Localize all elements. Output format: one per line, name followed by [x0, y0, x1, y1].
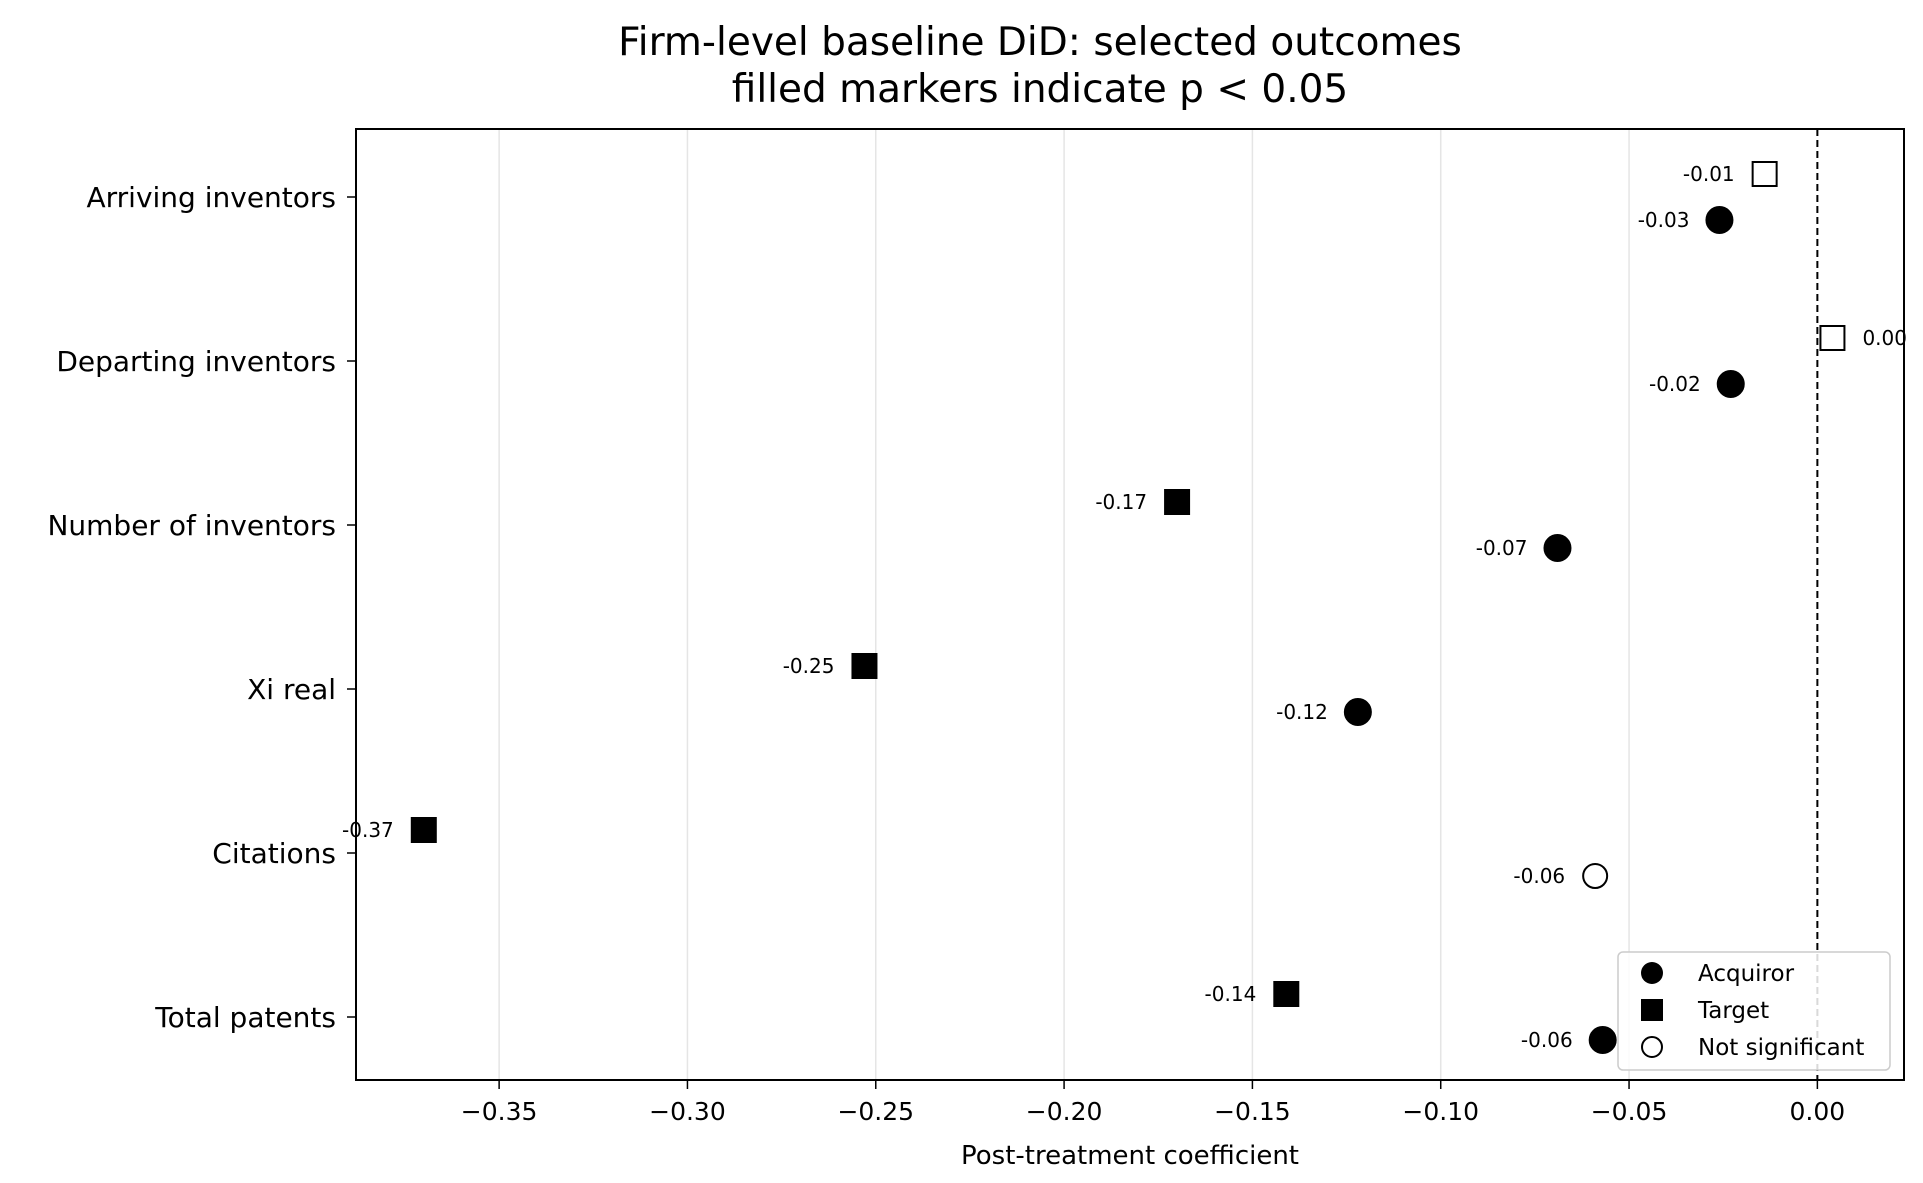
legend-square-icon	[1641, 999, 1663, 1021]
legend-circle-icon	[1641, 962, 1663, 984]
legend-frame	[1617, 951, 1891, 1071]
y-tick-label: Number of inventors	[47, 509, 336, 542]
target-marker-citations	[410, 817, 437, 843]
data-label: -0.14	[1205, 982, 1257, 1006]
data-label: -0.25	[783, 654, 835, 678]
data-label: -0.17	[1095, 490, 1147, 514]
legend-open-circle-icon	[1641, 1036, 1663, 1058]
data-label: -0.02	[1649, 372, 1701, 396]
legend-entry: Target	[1697, 998, 1769, 1024]
data-label: -0.03	[1638, 208, 1690, 232]
legend: Acquiror Target Not significant	[1617, 951, 1891, 1071]
acquiror-marker-total-patents	[1588, 1026, 1617, 1054]
acquiror-marker-citations	[1582, 863, 1609, 889]
x-tick-label: −0.20	[1026, 1097, 1103, 1126]
y-tick-label: Arriving inventors	[86, 181, 336, 214]
data-label: -0.37	[342, 818, 394, 842]
grid	[498, 129, 1630, 1080]
acquiror-marker-xi-real	[1343, 698, 1372, 726]
chart-subtitle: filled markers indicate p < 0.05	[732, 67, 1348, 112]
target-marker-xi-real	[851, 653, 878, 679]
x-tick-label: −0.10	[1402, 1097, 1479, 1126]
acquiror-marker-departing-inventors	[1716, 370, 1745, 398]
x-tick-label: −0.15	[1214, 1097, 1291, 1126]
data-label: 0.00	[1862, 326, 1907, 350]
legend-entry: Acquiror	[1698, 961, 1795, 987]
y-tick-label: Total patents	[154, 1001, 336, 1034]
y-tick-label: Citations	[212, 837, 336, 870]
legend-entry: Not significant	[1698, 1035, 1864, 1061]
x-tick-label: −0.30	[649, 1097, 726, 1126]
data-label: -0.07	[1476, 536, 1528, 560]
data-label: -0.06	[1513, 864, 1565, 888]
chart-title: Firm-level baseline DiD: selected outcom…	[618, 20, 1462, 65]
target-marker-total-patents	[1273, 981, 1300, 1007]
x-tick-label: 0.00	[1790, 1097, 1846, 1126]
data-label: -0.12	[1276, 700, 1328, 724]
x-axis-label: Post-treatment coefficient	[961, 1141, 1299, 1171]
target-marker-arriving-inventors	[1751, 161, 1778, 187]
target-marker-departing-inventors	[1819, 325, 1846, 351]
x-tick-label: −0.25	[837, 1097, 914, 1126]
y-tick-label: Departing inventors	[56, 345, 336, 378]
data-marks: -0.03 -0.02 -0.07 -0.12 -0.06 -0.06 -0.01 0.00 -…	[342, 161, 1907, 1054]
data-label: -0.01	[1683, 162, 1735, 186]
y-axis: Arriving inventors Departing inventors Num…	[47, 181, 356, 1034]
x-axis: −0.35 −0.30 −0.25 −0.20 −0.15 −0.10 −0.05 0.00	[461, 1080, 1845, 1126]
y-tick-label: Xi real	[247, 673, 336, 706]
data-label: -0.06	[1521, 1028, 1573, 1052]
x-tick-label: −0.05	[1591, 1097, 1668, 1126]
x-tick-label: −0.35	[461, 1097, 538, 1126]
target-marker-number-of-inventors	[1164, 489, 1191, 515]
acquiror-marker-arriving-inventors	[1705, 206, 1734, 234]
acquiror-marker-number-of-inventors	[1543, 534, 1572, 562]
plot-frame	[355, 128, 1905, 1081]
